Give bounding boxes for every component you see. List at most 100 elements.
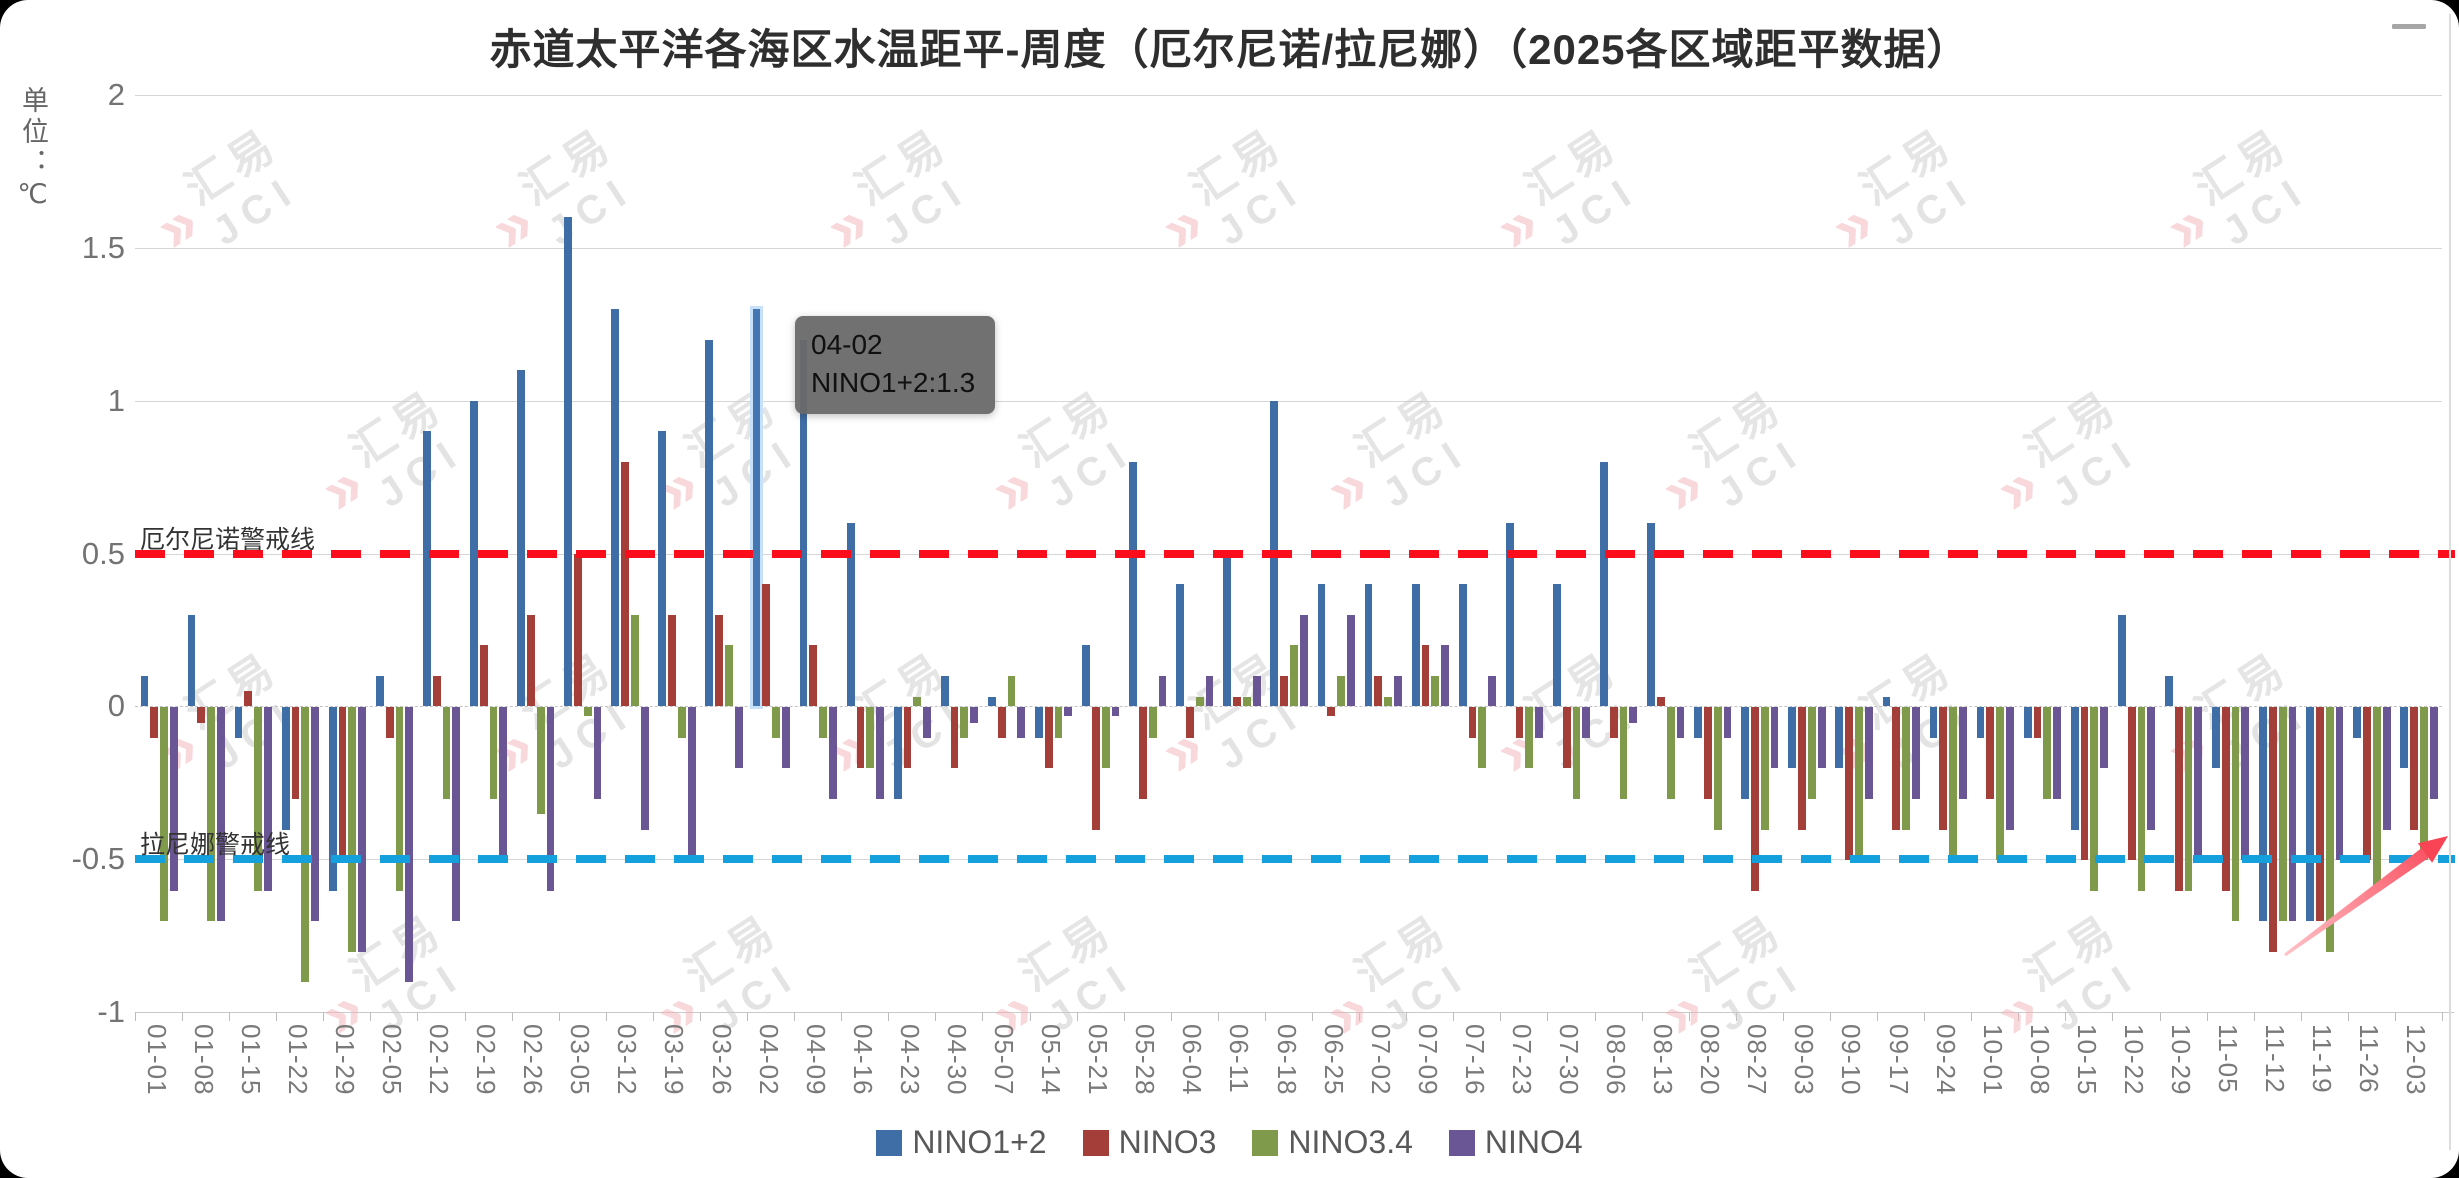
bar-NINO3-03-05[interactable] [574, 553, 582, 707]
bar-NINO1+2-07-09[interactable] [1411, 584, 1420, 707]
bar-NINO1+2-11-12[interactable] [2259, 707, 2267, 922]
bar-NINO1+2-05-07[interactable] [987, 697, 996, 707]
bar-NINO3.4-04-09[interactable] [819, 707, 828, 738]
bar-NINO3-11-12[interactable] [2268, 707, 2277, 952]
bar-NINO4-04-16[interactable] [876, 707, 884, 800]
bar-NINO3.4-03-26[interactable] [725, 645, 733, 707]
bar-NINO3.4-10-22[interactable] [2137, 707, 2146, 891]
bar-NINO4-07-16[interactable] [1488, 675, 1496, 707]
bar-NINO1+2-06-25[interactable] [1317, 584, 1326, 707]
bar-NINO4-01-01[interactable] [169, 707, 178, 891]
bar-NINO1+2-01-22[interactable] [281, 707, 290, 830]
bar-NINO3-10-29[interactable] [2174, 707, 2183, 891]
bar-NINO3.4-05-28[interactable] [1148, 707, 1157, 738]
bar-NINO3.4-05-14[interactable] [1054, 707, 1063, 738]
bar-NINO4-01-08[interactable] [216, 707, 225, 922]
bar-NINO3.4-12-03[interactable] [2420, 707, 2428, 861]
bar-NINO4-08-06[interactable] [1629, 707, 1638, 723]
bar-NINO1+2-10-29[interactable] [2165, 675, 2173, 707]
bar-NINO3.4-04-02[interactable] [772, 707, 780, 738]
bar-NINO1+2-01-15[interactable] [234, 707, 243, 738]
bar-NINO4-12-03[interactable] [2429, 707, 2438, 800]
bar-NINO3.4-08-20[interactable] [1713, 707, 1722, 830]
bar-NINO1+2-05-21[interactable] [1082, 645, 1090, 707]
bar-NINO3-05-21[interactable] [1091, 707, 1100, 830]
bar-NINO4-11-05[interactable] [2241, 707, 2250, 861]
bar-NINO1+2-09-24[interactable] [1929, 707, 1938, 738]
bar-NINO3.4-07-23[interactable] [1525, 707, 1534, 769]
bar-NINO4-11-12[interactable] [2288, 707, 2297, 922]
bar-NINO3-01-29[interactable] [338, 707, 347, 861]
bar-NINO1+2-12-03[interactable] [2400, 707, 2409, 769]
bar-NINO3.4-07-16[interactable] [1478, 707, 1487, 769]
bar-NINO4-07-09[interactable] [1441, 645, 1449, 707]
bar-NINO3.4-08-27[interactable] [1760, 707, 1769, 830]
bar-NINO3.4-01-29[interactable] [348, 707, 357, 952]
bar-NINO3.4-01-01[interactable] [160, 707, 168, 922]
bar-NINO3.4-03-05[interactable] [583, 707, 592, 717]
bar-NINO3-01-01[interactable] [150, 707, 159, 738]
bar-NINO3.4-01-15[interactable] [254, 707, 263, 891]
bar-NINO4-01-15[interactable] [264, 707, 272, 891]
bar-NINO4-03-05[interactable] [593, 707, 602, 800]
bar-NINO3.4-05-21[interactable] [1101, 707, 1110, 769]
bar-NINO1+2-04-16[interactable] [846, 522, 855, 707]
bar-NINO3-08-06[interactable] [1609, 707, 1618, 738]
bar-NINO4-02-26[interactable] [546, 707, 555, 891]
bar-NINO1+2-08-06[interactable] [1600, 461, 1608, 707]
bar-NINO3-11-26[interactable] [2363, 707, 2371, 861]
bar-NINO4-05-21[interactable] [1111, 707, 1120, 717]
bar-NINO1+2-05-14[interactable] [1035, 707, 1043, 738]
bar-NINO1+2-03-05[interactable] [564, 217, 573, 707]
bar-NINO3-06-25[interactable] [1327, 707, 1336, 717]
bar-NINO4-06-11[interactable] [1252, 675, 1261, 707]
bar-NINO3-10-22[interactable] [2127, 707, 2136, 861]
bar-NINO4-10-29[interactable] [2194, 707, 2203, 861]
bar-NINO4-09-03[interactable] [1817, 707, 1826, 769]
bar-NINO3-06-04[interactable] [1186, 707, 1194, 738]
bar-NINO1+2-01-01[interactable] [140, 675, 149, 707]
bar-NINO3.4-03-19[interactable] [677, 707, 686, 738]
bar-NINO3-09-10[interactable] [1845, 707, 1854, 861]
bar-NINO3-08-20[interactable] [1703, 707, 1712, 800]
bar-NINO3-07-23[interactable] [1515, 707, 1524, 738]
bar-NINO4-05-14[interactable] [1064, 707, 1073, 717]
bar-NINO4-10-01[interactable] [2006, 707, 2014, 830]
bar-NINO1+2-04-09[interactable] [799, 339, 808, 707]
bar-NINO3.4-08-13[interactable] [1666, 707, 1675, 800]
bar-NINO4-11-26[interactable] [2382, 707, 2391, 830]
bar-NINO3.4-02-26[interactable] [536, 707, 545, 815]
bar-NINO3.4-11-26[interactable] [2372, 707, 2381, 891]
bar-NINO3.4-04-16[interactable] [866, 707, 875, 769]
bar-NINO1+2-04-30[interactable] [940, 675, 949, 707]
bar-NINO3.4-10-29[interactable] [2184, 707, 2193, 891]
bar-NINO1+2-08-20[interactable] [1694, 707, 1702, 738]
bar-NINO3-04-09[interactable] [809, 645, 818, 707]
bar-NINO3.4-06-11[interactable] [1242, 697, 1251, 707]
bar-NINO1+2-06-04[interactable] [1176, 584, 1185, 707]
bar-NINO3-03-26[interactable] [715, 614, 724, 707]
bar-NINO1+2-11-19[interactable] [2306, 707, 2315, 922]
bar-NINO3.4-11-12[interactable] [2278, 707, 2287, 922]
bar-NINO3.4-02-05[interactable] [395, 707, 404, 891]
bar-NINO4-03-26[interactable] [734, 707, 743, 769]
bar-NINO4-04-30[interactable] [970, 707, 979, 723]
bar-NINO3.4-10-01[interactable] [1996, 707, 2005, 861]
bar-NINO3-09-24[interactable] [1939, 707, 1948, 830]
bar-NINO3.4-09-17[interactable] [1902, 707, 1910, 830]
bar-NINO3.4-07-02[interactable] [1384, 697, 1393, 707]
bar-NINO3-04-16[interactable] [856, 707, 865, 769]
bar-NINO1+2-03-26[interactable] [705, 339, 714, 707]
bar-NINO3.4-06-25[interactable] [1337, 675, 1345, 707]
bar-NINO4-08-20[interactable] [1723, 707, 1732, 738]
bar-NINO3-08-13[interactable] [1656, 697, 1665, 707]
bar-NINO3.4-06-04[interactable] [1195, 697, 1204, 707]
bar-NINO3-09-17[interactable] [1892, 707, 1901, 830]
bar-NINO3.4-09-10[interactable] [1855, 707, 1863, 861]
bar-NINO3-11-05[interactable] [2221, 707, 2230, 891]
bar-NINO3-04-02[interactable] [762, 584, 771, 707]
bar-NINO3-11-19[interactable] [2316, 707, 2324, 922]
bar-NINO1+2-07-30[interactable] [1552, 584, 1561, 707]
bar-NINO4-04-02[interactable] [781, 707, 790, 769]
bar-NINO1+2-10-08[interactable] [2023, 707, 2032, 738]
